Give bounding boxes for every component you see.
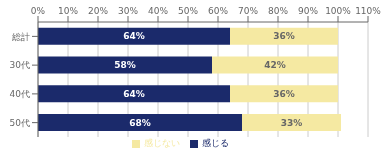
html-text:感じる: 感じる [201,138,229,148]
svg-text:42%: 42% [264,60,286,70]
svg-text:58%: 58% [114,60,136,70]
svg-text:10%: 10% [58,6,78,16]
svg-text:30代: 30代 [10,60,30,70]
svg-text:36%: 36% [273,89,295,99]
svg-text:50%: 50% [178,6,198,16]
svg-text:68%: 68% [129,118,151,128]
svg-text:総計: 総計 [11,32,30,42]
svg-text:33%: 33% [281,118,303,128]
svg-text:60%: 60% [208,6,228,16]
html-text:感じない: 感じない [143,138,180,148]
svg-text:64%: 64% [123,89,145,99]
svg-text:110%: 110% [355,6,376,16]
svg-text:90%: 90% [298,6,318,16]
svg-text:100%: 100% [325,6,351,16]
svg-text:40%: 40% [148,6,168,16]
svg-text:70%: 70% [238,6,258,16]
svg-text:40代: 40代 [10,89,30,99]
svg-text:64%: 64% [123,31,145,41]
svg-text:50代: 50代 [10,118,30,128]
svg-text:20%: 20% [88,6,108,16]
svg-text:36%: 36% [273,31,295,41]
svg-text:30%: 30% [118,6,138,16]
svg-text:0%: 0% [31,6,46,16]
svg-text:80%: 80% [268,6,288,16]
